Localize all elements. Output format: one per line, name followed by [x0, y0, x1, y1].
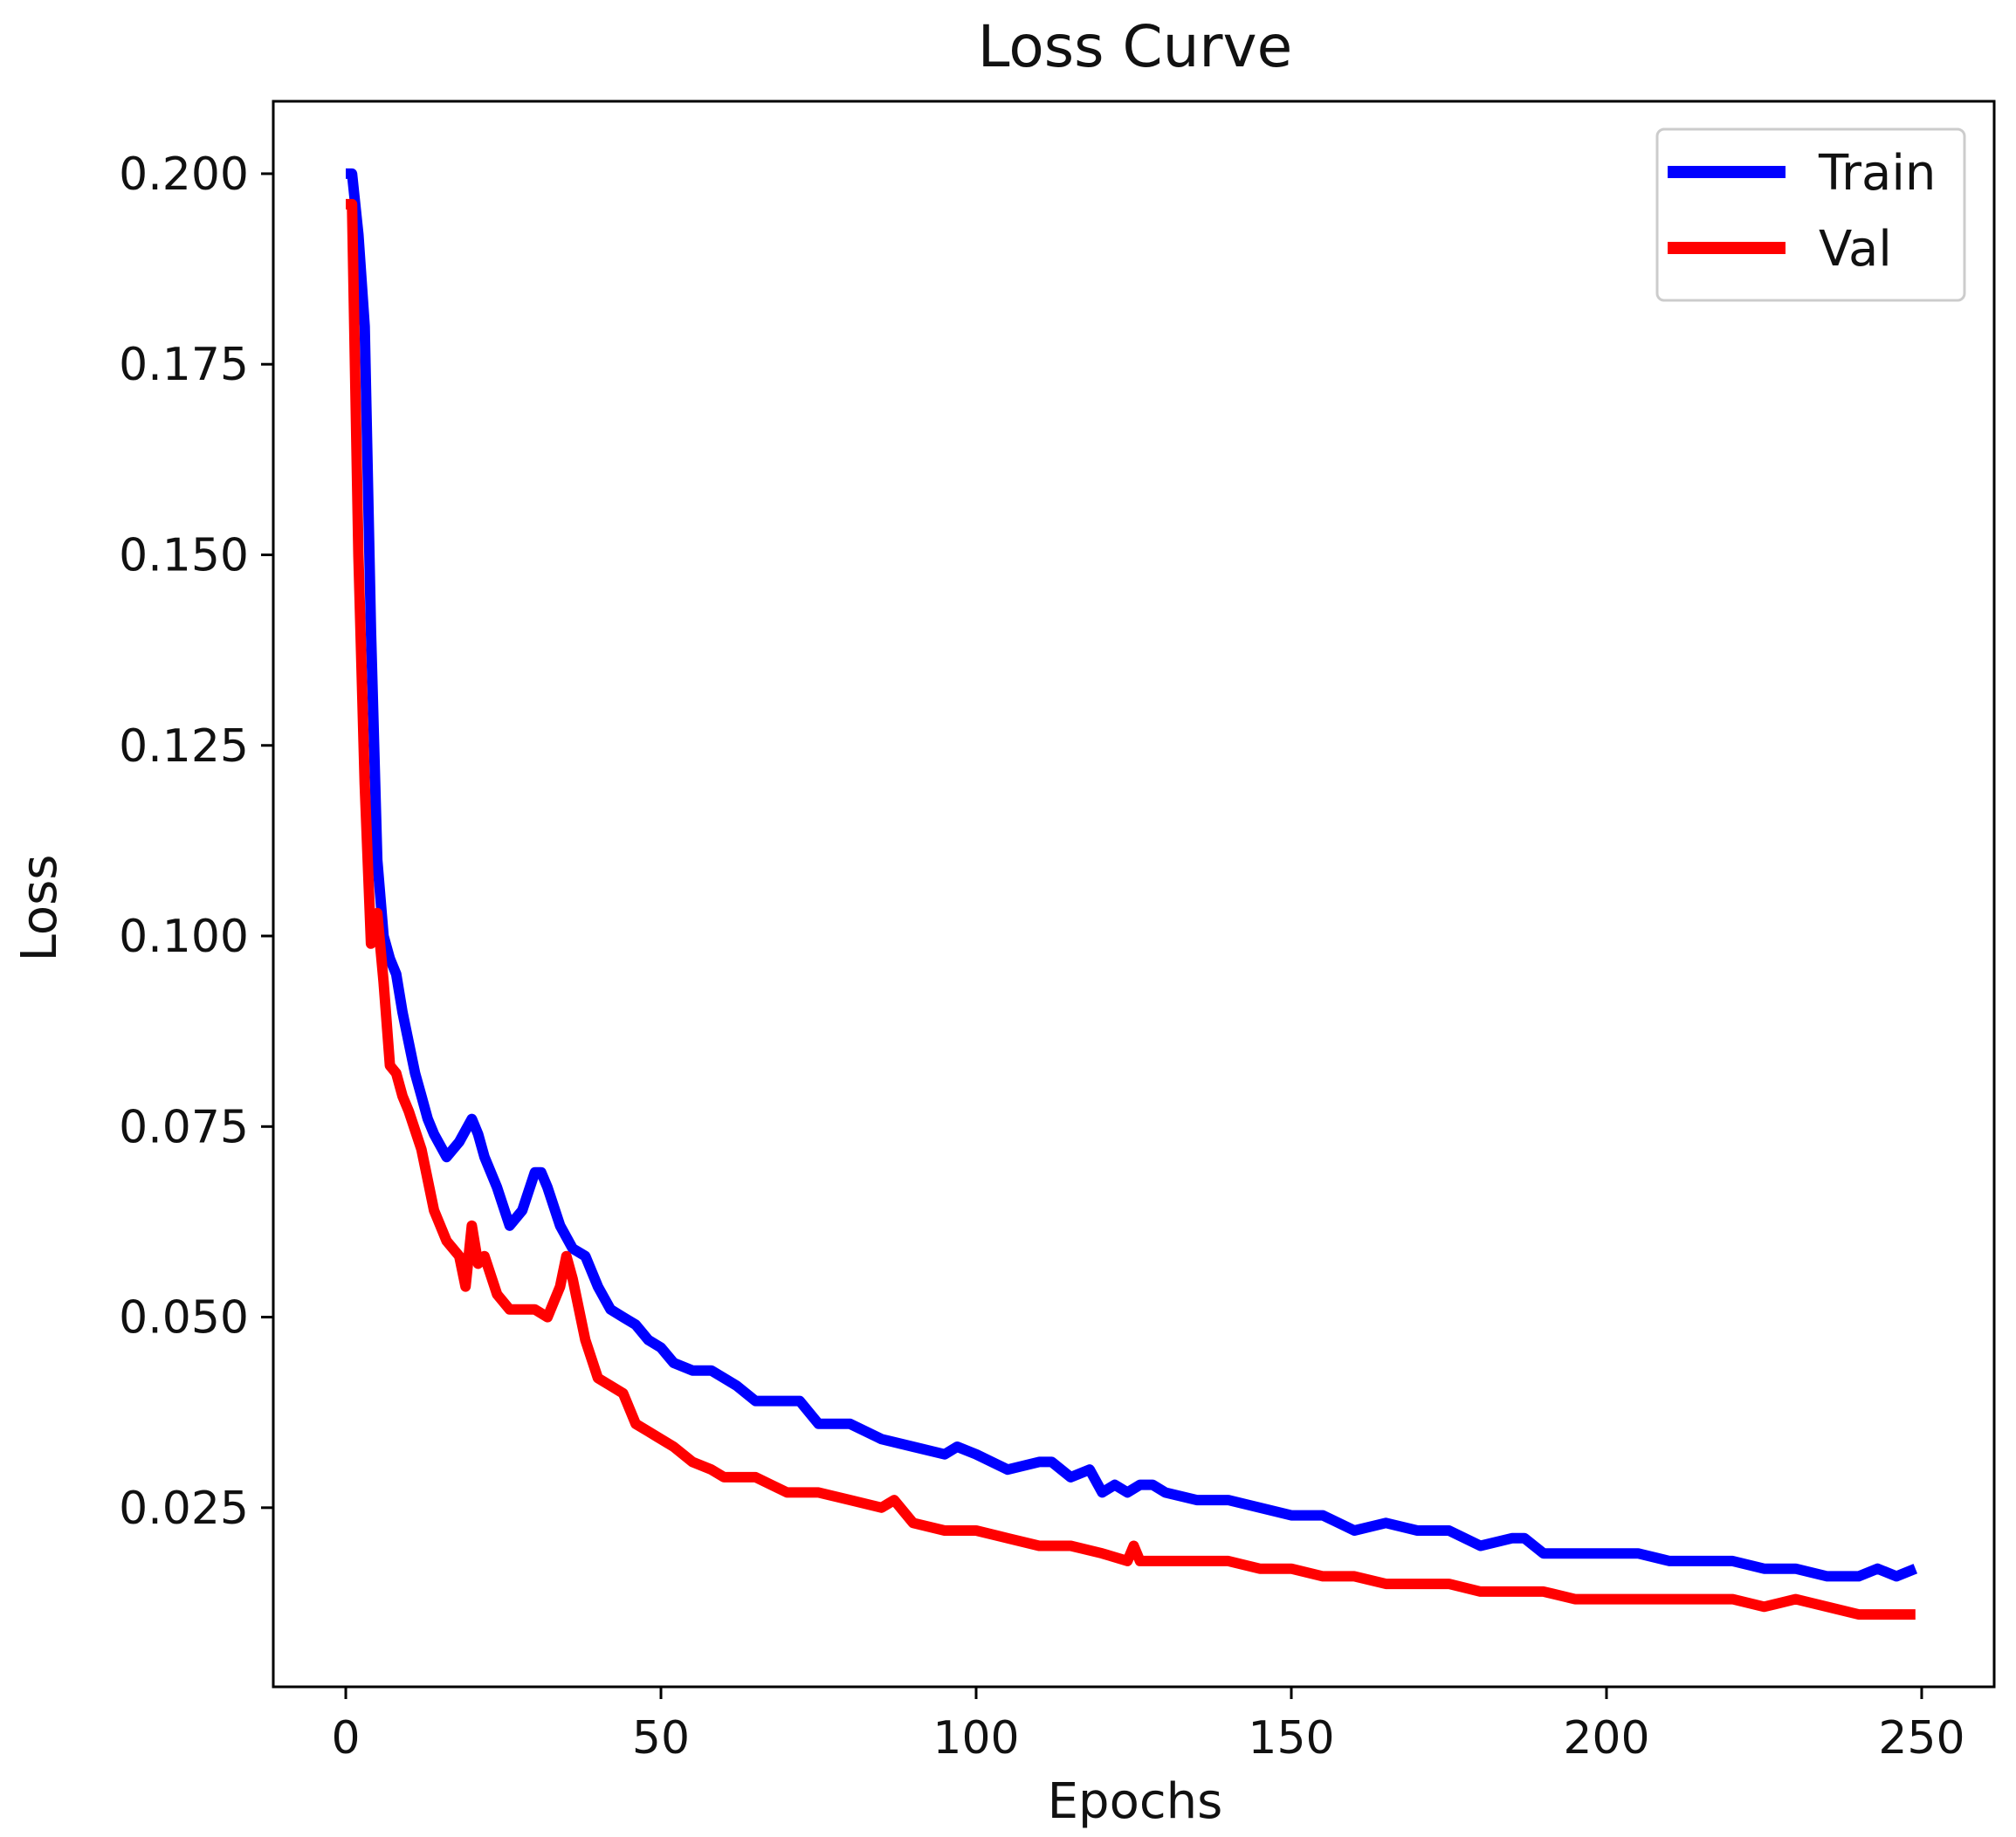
- x-tick-label: 250: [1878, 1712, 1964, 1765]
- series-layer: [346, 168, 1918, 1620]
- y-tick-label: 0.175: [119, 339, 249, 391]
- x-axis-label: Epochs: [1048, 1773, 1223, 1830]
- y-tick-label: 0.150: [119, 529, 249, 581]
- legend-label-val: Val: [1819, 221, 1892, 278]
- ticks-layer: 0 50 100 150 200 250 0.025 0.050 0.075 0.100 0.125…: [119, 148, 1964, 1765]
- y-tick-label: 0.075: [119, 1101, 249, 1153]
- series-line-val: [346, 198, 1916, 1620]
- y-tick-label: 0.200: [119, 148, 249, 201]
- y-axis-label: Loss: [11, 855, 68, 962]
- series-line-train: [346, 168, 1918, 1582]
- y-tick-label: 0.125: [119, 720, 249, 773]
- legend-label-train: Train: [1818, 145, 1936, 202]
- y-tick-label: 0.025: [119, 1483, 249, 1535]
- x-tick-label: 200: [1563, 1712, 1649, 1765]
- x-tick-label: 100: [932, 1712, 1019, 1765]
- plot-frame: [272, 100, 1996, 1689]
- x-tick-label: 50: [632, 1712, 690, 1765]
- x-tick-label: 0: [331, 1712, 360, 1765]
- legend: Train Val: [1655, 127, 1966, 302]
- y-tick-label: 0.050: [119, 1292, 249, 1345]
- x-tick-label: 150: [1248, 1712, 1334, 1765]
- y-tick-label: 0.100: [119, 911, 249, 963]
- chart-title: Loss Curve: [978, 13, 1292, 80]
